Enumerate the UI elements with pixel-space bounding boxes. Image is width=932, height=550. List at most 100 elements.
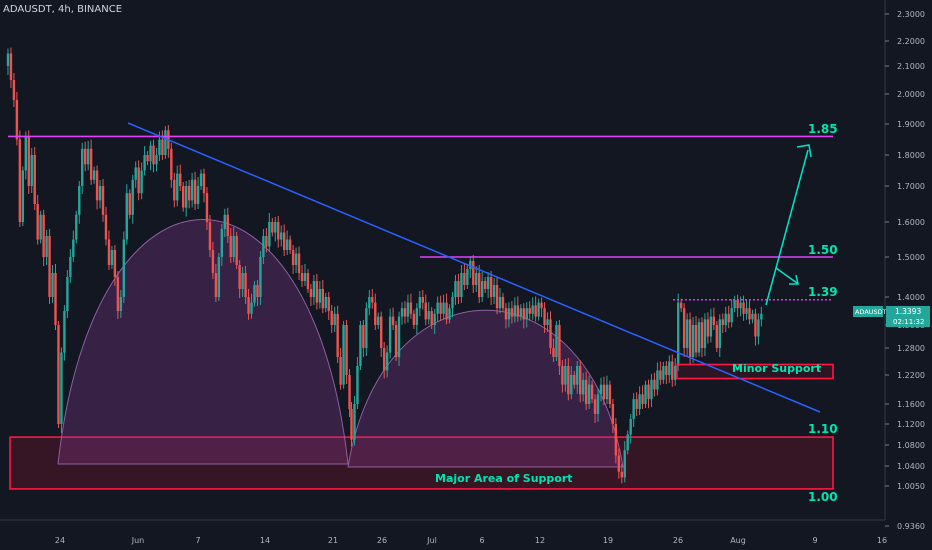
candle-body — [590, 384, 594, 400]
candle-body — [45, 236, 48, 257]
candle-body — [608, 384, 612, 404]
candle-body — [196, 186, 200, 204]
candle-body — [348, 375, 351, 409]
price-tick-label: 2.3000 — [897, 10, 925, 19]
candle-body — [480, 281, 484, 297]
candle-body — [330, 311, 333, 325]
candle-body — [362, 325, 365, 348]
candle-body — [457, 281, 460, 297]
candle-body — [760, 313, 763, 320]
candle-body — [324, 297, 327, 309]
candle-body — [33, 155, 36, 204]
candle-body — [694, 325, 698, 353]
candle-body — [54, 273, 57, 325]
candle-body — [703, 319, 707, 348]
candle-body — [641, 394, 644, 404]
candle-body — [92, 170, 96, 180]
candle-body — [653, 379, 656, 390]
candle-body — [137, 167, 140, 194]
price-tick-label: 1.2800 — [897, 344, 925, 353]
candle-body — [86, 148, 90, 165]
candle-body — [95, 170, 99, 201]
price-tick-label: 1.1600 — [897, 400, 925, 409]
candle-body — [271, 222, 274, 233]
time-tick-label: 6 — [479, 536, 484, 545]
candle-body — [558, 325, 561, 366]
candle-body — [232, 236, 235, 257]
candle-body — [418, 297, 422, 309]
price-tick-label: 1.6000 — [897, 218, 925, 227]
candle-body — [463, 273, 466, 285]
candle-body — [247, 297, 250, 314]
candle-body — [522, 308, 525, 320]
candle-body — [632, 399, 635, 419]
candle-body — [555, 325, 558, 357]
candle-body — [12, 80, 16, 100]
candle-body — [184, 186, 188, 208]
candle-body — [81, 148, 84, 186]
candle-body — [733, 299, 736, 309]
candle-body — [409, 302, 413, 314]
candle-body — [327, 297, 330, 311]
candle-body — [745, 308, 748, 314]
candle-body — [599, 384, 603, 395]
candle-body — [300, 273, 304, 281]
candle-body — [359, 325, 362, 366]
candle-body — [742, 302, 745, 314]
candle-body — [706, 319, 710, 337]
candle-body — [406, 302, 410, 317]
time-tick-label: 26 — [377, 536, 387, 545]
candle-body — [187, 186, 191, 201]
candle-body — [638, 394, 641, 409]
candle-body — [211, 250, 215, 273]
time-tick-label: 16 — [877, 536, 887, 545]
candle-body — [309, 289, 313, 297]
candle-body — [519, 308, 522, 317]
candle-body — [718, 319, 721, 348]
candle-body — [427, 311, 430, 320]
candle-body — [549, 319, 552, 348]
candle-body — [546, 319, 549, 325]
candle-body — [593, 399, 597, 414]
candle-body — [268, 222, 271, 247]
candle-body — [617, 455, 621, 472]
candle-body — [69, 257, 72, 277]
candle-body — [152, 145, 155, 165]
candle-body — [345, 325, 348, 375]
last-price-symbol: ADAUSDT — [855, 308, 887, 316]
candle-body — [51, 273, 54, 297]
candle-body — [217, 257, 221, 297]
candle-body — [662, 366, 665, 380]
candle-body — [382, 348, 386, 371]
candle-body — [677, 302, 680, 366]
candle-body — [540, 302, 543, 309]
candle-body — [388, 316, 392, 353]
candle-body — [182, 186, 185, 208]
candle-body — [531, 305, 534, 314]
candle-body — [244, 273, 247, 297]
candle-body — [6, 53, 10, 66]
candle-body — [492, 285, 496, 297]
candle-body — [650, 379, 653, 400]
time-tick-label: 21 — [328, 536, 338, 545]
candle-body — [478, 273, 481, 297]
candle-body — [751, 313, 754, 320]
level-label: 1.50 — [808, 243, 838, 257]
candle-body — [748, 308, 751, 320]
candle-body — [472, 261, 475, 285]
candle-body — [685, 319, 689, 348]
candle-body — [350, 409, 353, 440]
candle-body — [727, 313, 730, 323]
candle-body — [421, 297, 424, 303]
candle-body — [223, 214, 226, 229]
major-support-label: Major Area of Support — [435, 472, 573, 485]
candle-body — [466, 269, 469, 285]
descending-trendline — [127, 122, 821, 413]
candle-body — [754, 313, 757, 337]
candle-body — [668, 361, 671, 375]
candle-body — [365, 308, 368, 348]
candle-body — [460, 273, 463, 297]
candle-body — [475, 273, 478, 285]
candle-body — [371, 297, 374, 303]
